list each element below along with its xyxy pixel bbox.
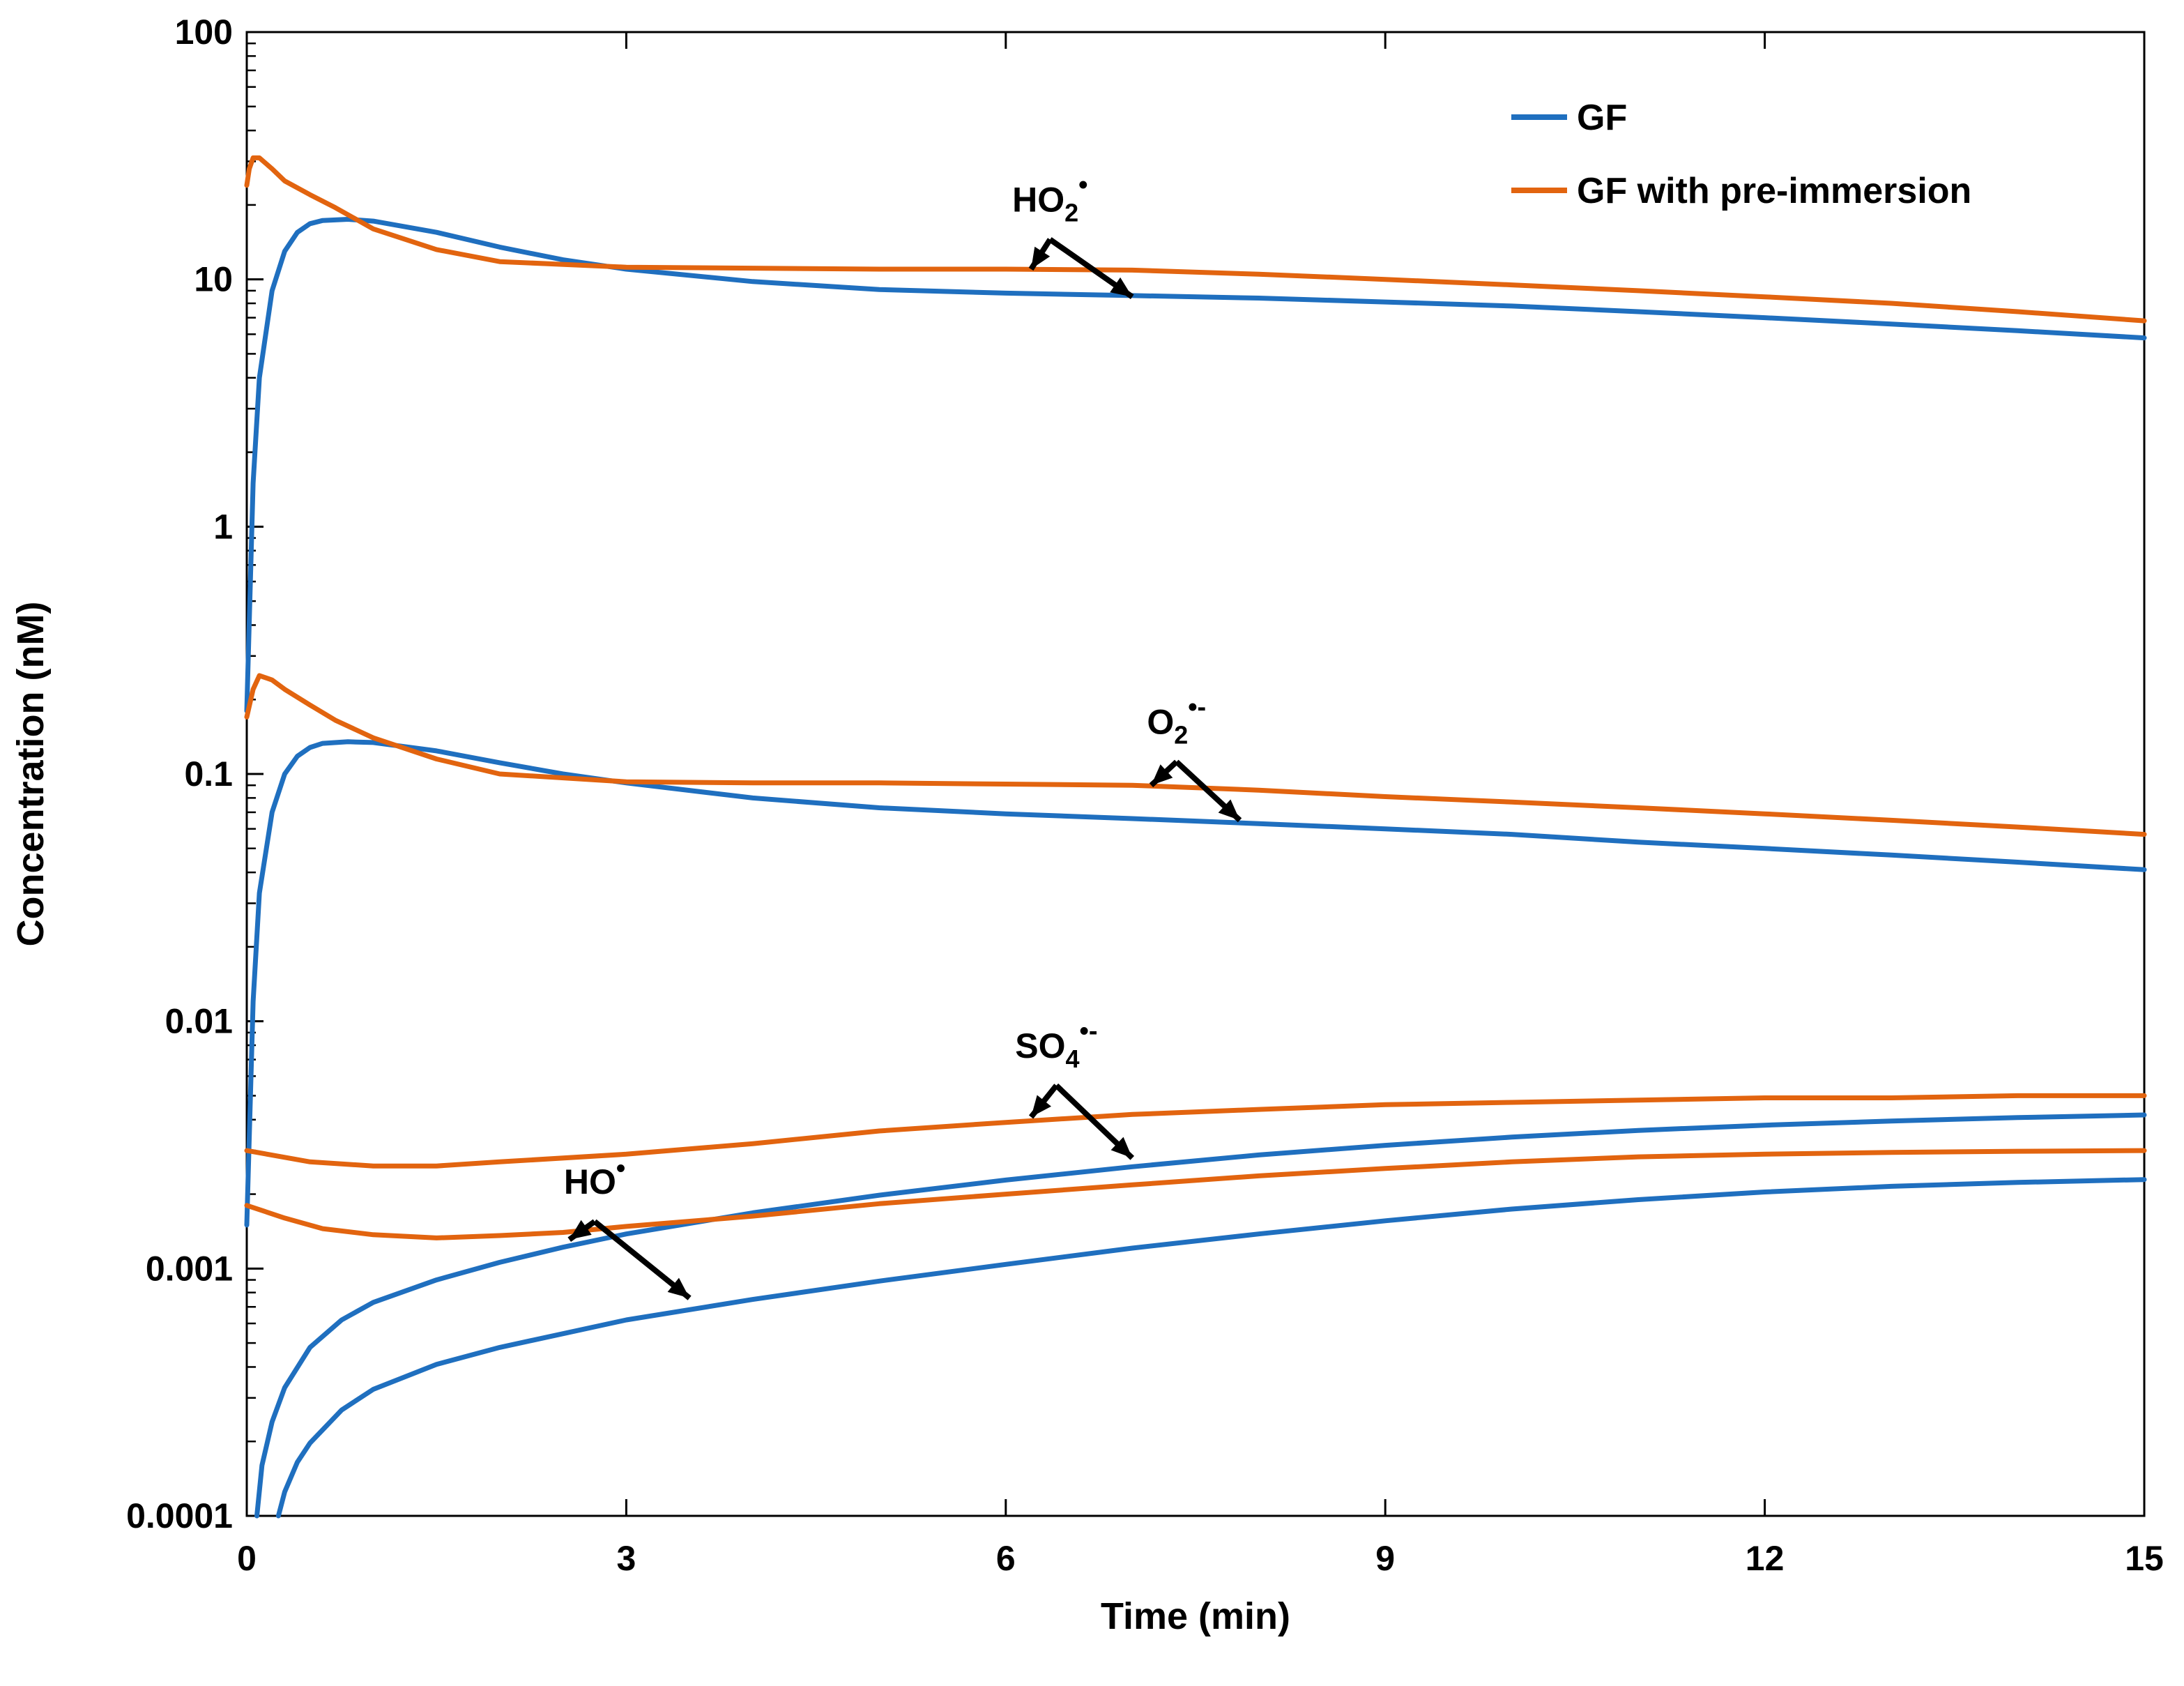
annotation-base: HO [1012,180,1064,219]
y-axis-title: Concentration (nM) [10,602,52,947]
series-line-ho-gf-with-pre-immersion [244,1148,2147,1240]
series-layer [244,155,2147,1519]
legend-label-gf-pre-immersion: GF with pre-immersion [1577,171,1971,211]
series-line-ho2-gf-with-pre-immersion [244,155,2147,324]
x-tick-label: 3 [616,1539,636,1578]
y-tick-label: 10 [194,260,233,299]
annotations-layer: HO2•O2•-SO4•-HO• [564,170,1242,1300]
annotation-arrowhead-so4-1 [1110,1137,1133,1158]
series-line-so4-gf-with-pre-immersion [244,1093,2147,1169]
annotation-superscript: •- [1188,693,1206,722]
annotation-arrowhead-ho2-1 [1110,277,1133,297]
annotation-superscript: • [1078,170,1087,199]
series-line-ho2-gf [244,217,2147,713]
x-tick-label: 9 [1375,1539,1395,1578]
x-axis-title: Time (min) [1101,1595,1290,1637]
series-line-ho-gf [275,1177,2147,1519]
series-line-so4-gf [254,1112,2147,1519]
annotation-arrowhead-o2-0 [1151,764,1173,786]
ticks-layer: 0 3 6 9 12 15 0.0001 0.001 0.01 0.1 1 10 100 [126,13,2164,1578]
annotation-arrowhead-ho-0 [569,1220,592,1240]
legend: GF GF with pre-immersion [1511,98,1971,211]
x-tick-label: 15 [2125,1539,2164,1578]
y-tick-label: 1 [213,507,233,546]
annotation-superscript: •- [1080,1017,1098,1046]
x-tick-label: 6 [996,1539,1016,1578]
annotation-arrowhead-o2-1 [1218,799,1240,821]
annotation-label-o2: O2•- [1147,693,1206,750]
y-tick-label: 0.1 [184,754,233,793]
annotation-arrowhead-ho-1 [667,1277,690,1298]
annotation-superscript: • [616,1154,625,1183]
annotation-label-ho: HO• [564,1154,625,1201]
y-tick-label: 0.001 [146,1249,233,1288]
series-line-o2-gf-with-pre-immersion [244,673,2147,837]
annotation-arrowhead-ho2-0 [1031,246,1051,269]
annotation-subscript: 2 [1064,198,1078,227]
annotation-subscript: 4 [1066,1045,1080,1073]
y-tick-label: 0.01 [165,1002,233,1041]
y-tick-label: 100 [175,13,233,52]
annotation-label-so4: SO4•- [1015,1017,1097,1073]
x-tick-label: 12 [1746,1539,1785,1578]
annotation-arrowhead-so4-0 [1031,1095,1052,1117]
y-tick-label: 0.0001 [126,1496,233,1535]
annotation-label-ho2: HO2• [1012,170,1087,227]
annotation-base: SO [1015,1026,1065,1065]
annotation-base: HO [564,1162,616,1201]
annotation-base: O [1147,703,1174,742]
annotation-subscript: 2 [1174,721,1188,750]
x-tick-label: 0 [237,1539,257,1578]
legend-label-gf: GF [1577,98,1627,138]
